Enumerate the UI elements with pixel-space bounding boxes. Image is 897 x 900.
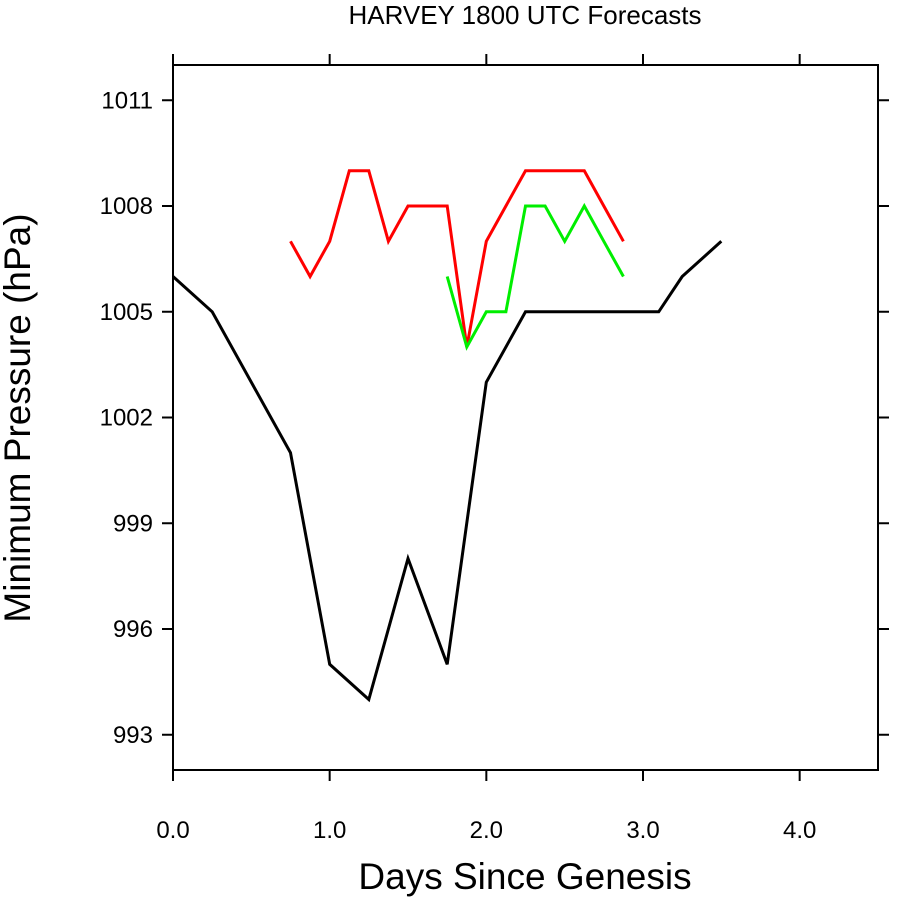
y-tick-label: 1011 [101,87,153,114]
tick-labels: 993 996 999 1002 1005 1008 1011 0.0 1.0 2.0 3.0 4.0 [100,87,817,844]
y-tick-label: 993 [113,722,153,749]
x-axis-title: Days Since Genesis [358,856,691,897]
x-tick-label: 3.0 [626,817,659,844]
y-tick-label: 999 [113,510,153,537]
y-tick-label: 996 [113,616,153,643]
y-tick-label: 1005 [100,299,153,326]
x-tick-label: 4.0 [783,817,816,844]
y-tick-label: 1002 [100,405,153,432]
y-axis-title: Minimum Pressure (hPa) [0,213,38,622]
chart-title: HARVEY 1800 UTC Forecasts [348,0,701,30]
series-line-3 [445,202,625,351]
series-line-2 [289,169,625,348]
series-lines [171,169,723,703]
x-tick-label: 0.0 [156,817,189,844]
ticks [162,54,889,781]
series-line-1 [171,240,723,703]
x-tick-label: 2.0 [470,817,503,844]
x-tick-label: 1.0 [313,817,346,844]
y-tick-label: 1008 [100,193,153,220]
